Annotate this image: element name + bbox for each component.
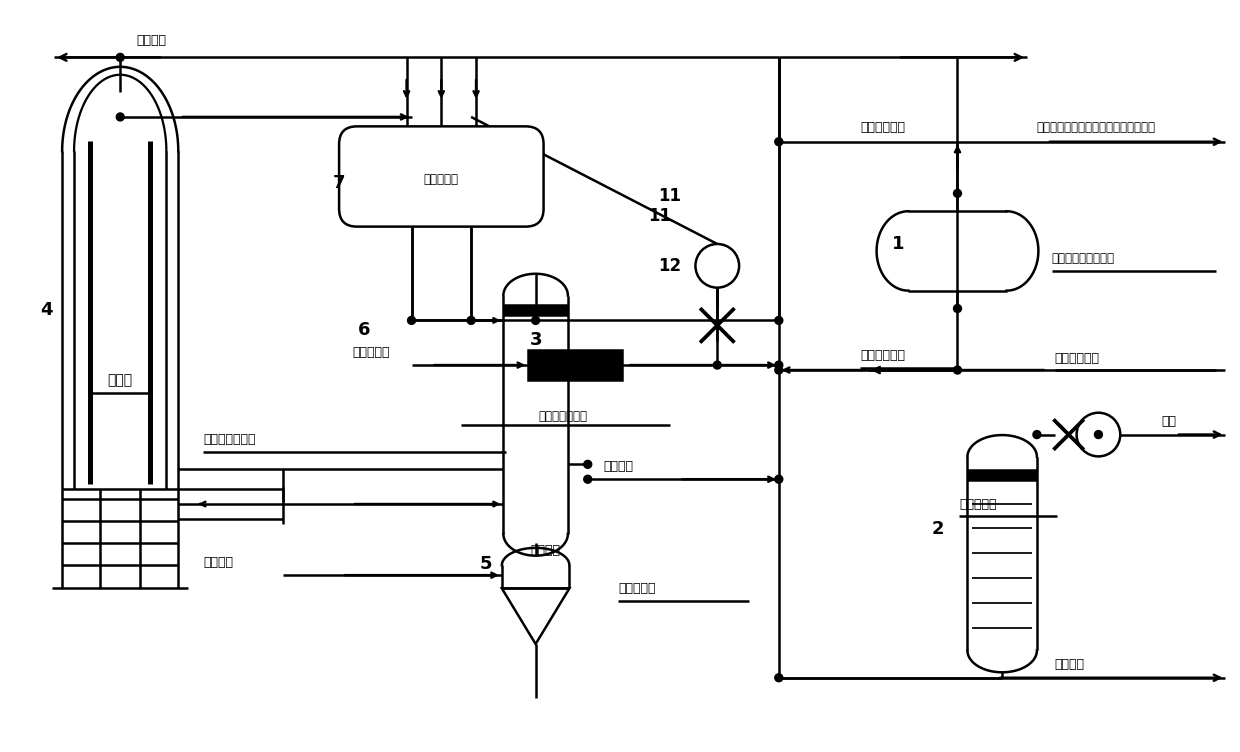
Text: 管道静态混合器: 管道静态混合器: [538, 410, 587, 423]
Circle shape: [775, 475, 782, 484]
Bar: [528, 350, 622, 380]
Text: 原料混合气: 原料混合气: [352, 346, 389, 359]
Text: 氢气: 氢气: [1161, 415, 1176, 428]
Circle shape: [584, 361, 591, 369]
Text: 氢气预热器: 氢气预热器: [960, 498, 997, 511]
Circle shape: [696, 244, 739, 288]
Text: C: C: [1095, 426, 1102, 437]
Circle shape: [584, 460, 591, 468]
Text: C: C: [714, 258, 720, 268]
Text: 2: 2: [931, 520, 944, 538]
Text: 4: 4: [40, 302, 52, 320]
Circle shape: [954, 305, 961, 313]
Circle shape: [584, 475, 591, 484]
Circle shape: [467, 317, 475, 324]
Text: 5: 5: [480, 555, 492, 572]
Circle shape: [117, 53, 124, 62]
Text: F: F: [714, 266, 719, 275]
Circle shape: [775, 674, 782, 682]
Circle shape: [117, 113, 124, 121]
Text: 三氯氢硅集中汽化器: 三氯氢硅集中汽化器: [1052, 253, 1115, 265]
Text: 还原尾气: 还原尾气: [531, 544, 560, 557]
Circle shape: [1095, 431, 1102, 438]
Circle shape: [775, 361, 782, 369]
Circle shape: [775, 138, 782, 146]
Text: 11: 11: [658, 187, 681, 205]
Text: 液相三氯氢硅: 液相三氯氢硅: [861, 349, 905, 362]
FancyBboxPatch shape: [339, 126, 543, 226]
Text: 还原尾气: 还原尾气: [203, 556, 233, 569]
Text: 气相三氯氢硅: 气相三氯氢硅: [861, 121, 905, 135]
Text: 11: 11: [649, 208, 671, 225]
Text: 6: 6: [357, 321, 371, 339]
Circle shape: [713, 361, 722, 369]
Text: 还原炉: 还原炉: [108, 373, 133, 387]
Circle shape: [408, 317, 415, 324]
Text: T: T: [1096, 435, 1101, 444]
Circle shape: [954, 366, 961, 374]
Text: 冷凝蒸汽: 冷凝蒸汽: [136, 34, 166, 47]
Text: 液相三氯氢硅: 液相三氯氢硅: [1055, 352, 1100, 365]
Circle shape: [532, 317, 539, 324]
Text: 硅粉过滤器: 硅粉过滤器: [618, 582, 656, 595]
Text: 还原尾气: 还原尾气: [603, 459, 634, 473]
Circle shape: [1076, 413, 1120, 456]
Circle shape: [1033, 431, 1040, 438]
Circle shape: [775, 317, 782, 324]
Text: 尾气控温冷却器: 尾气控温冷却器: [203, 433, 255, 446]
Text: 供其他还原炉保护使用的气相三氯氢硅: 供其他还原炉保护使用的气相三氯氢硅: [1037, 121, 1156, 135]
Text: 7: 7: [332, 174, 346, 193]
Text: 1: 1: [892, 235, 904, 253]
Circle shape: [775, 366, 782, 374]
Text: 还原尾气: 还原尾气: [1055, 658, 1085, 672]
Circle shape: [954, 190, 961, 197]
Text: 12: 12: [658, 257, 681, 274]
Text: 集中冷凝罐: 集中冷凝罐: [424, 173, 459, 186]
Text: 3: 3: [529, 332, 542, 349]
